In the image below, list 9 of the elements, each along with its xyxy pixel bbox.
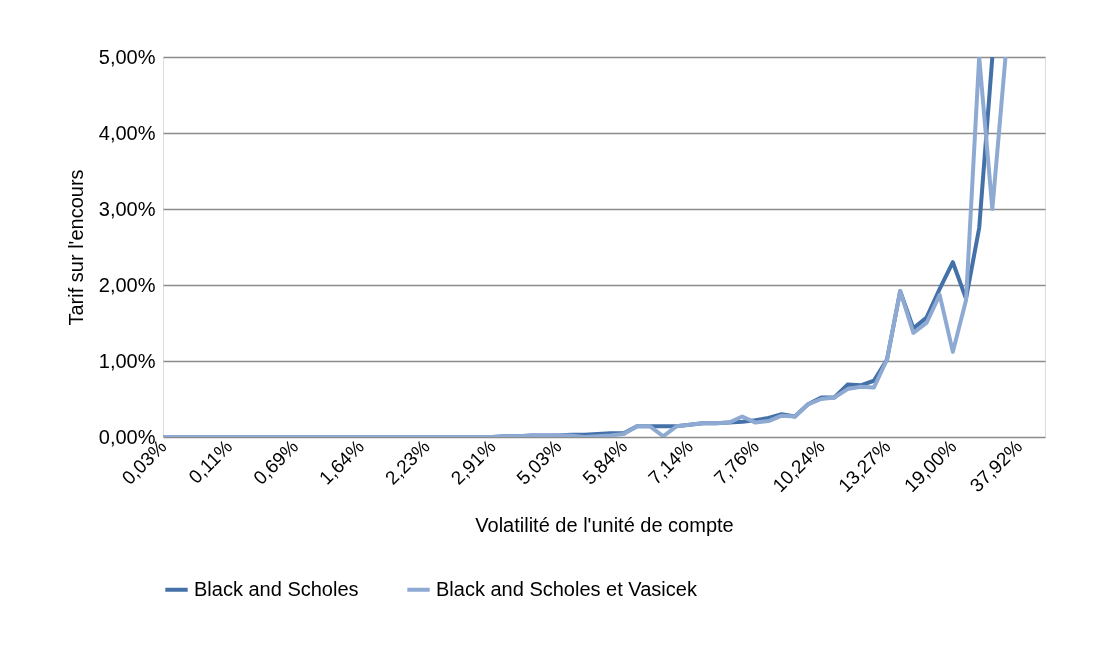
y-axis-title: Tarif sur l'encours (64, 169, 87, 326)
y-tick-label: 3,00% (98, 197, 156, 220)
y-tick-label: 4,00% (98, 121, 156, 144)
y-tick-label: 1,00% (98, 349, 156, 372)
x-axis-title: Volatilité de l'unité de compte (475, 514, 734, 537)
y-tick-label: 2,00% (98, 273, 156, 296)
legend-label: Black and Scholes et Vasicek (436, 577, 698, 600)
y-tick-label: 5,00% (98, 45, 156, 68)
legend-label: Black and Scholes (194, 577, 359, 600)
